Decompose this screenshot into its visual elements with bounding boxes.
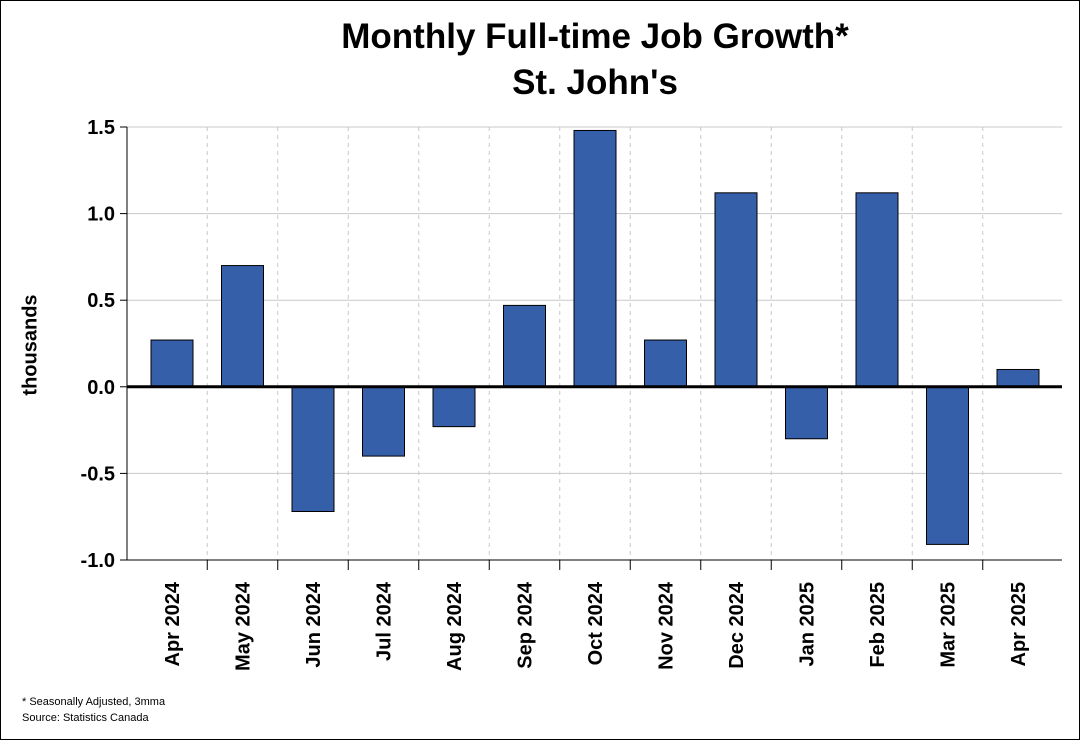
bar [150, 339, 194, 388]
y-tick-label: 0.0 [87, 377, 115, 399]
footnote-source: Source: Statistics Canada [22, 712, 149, 724]
bar [432, 386, 476, 428]
x-tick-label: May 2024 [233, 581, 255, 671]
y-tick-label: 1.0 [87, 204, 115, 226]
x-tick-label: Mar 2025 [938, 582, 960, 668]
y-tick-label: 0.5 [87, 290, 115, 312]
x-tick-label: Sep 2024 [515, 581, 537, 669]
x-tick-label: Apr 2024 [162, 581, 184, 666]
footnote-seasonal: * Seasonally Adjusted, 3mma [22, 696, 166, 708]
x-tick-label: Jul 2024 [374, 581, 396, 661]
bar [362, 386, 405, 457]
bar [644, 339, 687, 388]
bar [714, 192, 758, 388]
bar [573, 129, 617, 388]
chart-title-block: Monthly Full-time Job Growth* St. John's [0, 14, 1080, 106]
bar [926, 386, 969, 545]
x-tick-label: Nov 2024 [656, 581, 678, 670]
chart-subtitle: St. John's [512, 63, 678, 102]
chart-title: Monthly Full-time Job Growth* [341, 17, 849, 56]
bar [503, 304, 546, 388]
x-tick-label: Jan 2025 [797, 582, 819, 667]
x-tick-label: Feb 2025 [867, 582, 889, 668]
x-tick-label: Apr 2025 [1008, 582, 1030, 667]
x-tick-label: Jun 2024 [303, 581, 325, 667]
bar [291, 386, 335, 513]
bar [785, 386, 828, 440]
y-tick-label: 1.5 [87, 117, 115, 139]
y-tick-label: -1.0 [81, 550, 115, 572]
x-tick-label: Dec 2024 [726, 581, 748, 669]
x-tick-label: Aug 2024 [444, 581, 466, 671]
bar [221, 265, 264, 388]
x-tick-label: Oct 2024 [585, 581, 607, 665]
bar [996, 368, 1040, 388]
y-tick-label: -0.5 [81, 463, 115, 485]
bar [855, 192, 899, 388]
